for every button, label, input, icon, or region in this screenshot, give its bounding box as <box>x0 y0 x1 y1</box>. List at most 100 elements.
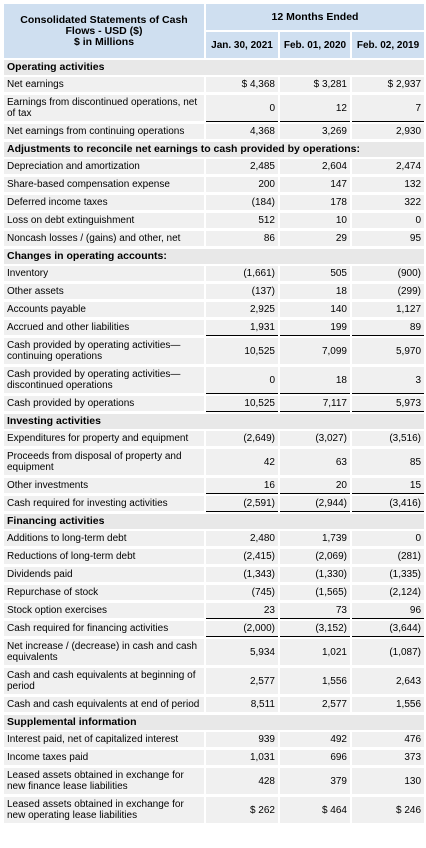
section-header: Financing activities <box>4 514 425 529</box>
cell-value: (900) <box>352 266 425 282</box>
row-label: Inventory <box>4 266 204 282</box>
cell-value: 1,021 <box>280 639 350 666</box>
cell-value: 86 <box>206 231 278 247</box>
table-row: Loss on debt extinguishment 512 10 0 <box>4 213 425 229</box>
cell-value: 140 <box>280 302 350 318</box>
date-header-2021: Jan. 30, 2021 <box>206 32 278 58</box>
table-row: Net earnings from continuing operations 4… <box>4 124 425 140</box>
cash-flow-statement: Consolidated Statements of Cash Flows - … <box>2 2 426 826</box>
cell-value: 2,577 <box>280 697 350 713</box>
cell-value: 8,511 <box>206 697 278 713</box>
row-label: Cash provided by operating activities—di… <box>4 367 204 394</box>
cell-value: (281) <box>352 549 425 565</box>
table-row: Income taxes paid 1,031 696 373 <box>4 750 425 766</box>
cash-flow-table: Consolidated Statements of Cash Flows - … <box>2 2 426 826</box>
row-label: Net increase / (decrease) in cash and ca… <box>4 639 204 666</box>
cell-value: 0 <box>352 531 425 547</box>
cell-value: 7,099 <box>280 338 350 365</box>
cell-value: 1,031 <box>206 750 278 766</box>
section-header: Supplemental information <box>4 715 425 730</box>
cell-value: (1,565) <box>280 585 350 601</box>
cell-value: 0 <box>352 213 425 229</box>
table-row: Cash and cash equivalents at end of peri… <box>4 697 425 713</box>
cell-value: (2,000) <box>206 621 278 637</box>
cell-value: (3,644) <box>352 621 425 637</box>
section-header: Investing activities <box>4 414 425 429</box>
table-row: Net increase / (decrease) in cash and ca… <box>4 639 425 666</box>
cell-value: 2,485 <box>206 159 278 175</box>
table-row: Repurchase of stock (745) (1,565) (2,124) <box>4 585 425 601</box>
cell-value: 512 <box>206 213 278 229</box>
cell-value: 1,931 <box>206 320 278 336</box>
row-label: Share-based compensation expense <box>4 177 204 193</box>
table-row: Cash required for investing activities (2… <box>4 496 425 512</box>
table-row: Leased assets obtained in exchange for n… <box>4 768 425 795</box>
cell-value: 322 <box>352 195 425 211</box>
table-row: Other assets (137) 18 (299) <box>4 284 425 300</box>
section-header-row: Supplemental information <box>4 715 425 730</box>
cell-value: 2,930 <box>352 124 425 140</box>
cell-value: 2,604 <box>280 159 350 175</box>
row-label: Deferred income taxes <box>4 195 204 211</box>
table-row: Cash and cash equivalents at beginning o… <box>4 668 425 695</box>
cell-value: (137) <box>206 284 278 300</box>
section-header-row: Changes in operating accounts: <box>4 249 425 264</box>
cell-value: (1,343) <box>206 567 278 583</box>
cell-value: 476 <box>352 732 425 748</box>
cell-value: 2,577 <box>206 668 278 695</box>
table-row: Leased assets obtained in exchange for n… <box>4 797 425 824</box>
table-row: Share-based compensation expense 200 147 13… <box>4 177 425 193</box>
table-row: Accounts payable 2,925 140 1,127 <box>4 302 425 318</box>
table-row: Reductions of long-term debt (2,415) (2,06… <box>4 549 425 565</box>
row-label: Proceeds from disposal of property and e… <box>4 449 204 476</box>
table-row: Earnings from discontinued operations, n… <box>4 95 425 122</box>
cell-value: 18 <box>280 367 350 394</box>
header-row-2: Jan. 30, 2021 Feb. 01, 2020 Feb. 02, 201… <box>4 32 425 58</box>
cell-value: 95 <box>352 231 425 247</box>
cell-value: 5,973 <box>352 396 425 412</box>
cell-value: $ 4,368 <box>206 77 278 93</box>
header-row-1: Consolidated Statements of Cash Flows - … <box>4 4 425 58</box>
cell-value: 23 <box>206 603 278 619</box>
row-label: Cash and cash equivalents at end of peri… <box>4 697 204 713</box>
table-row: Noncash losses / (gains) and other, net 8… <box>4 231 425 247</box>
table-row: Cash provided by operating activities—co… <box>4 338 425 365</box>
row-label: Leased assets obtained in exchange for n… <box>4 797 204 824</box>
cell-value: 7 <box>352 95 425 122</box>
table-row: Dividends paid (1,343) (1,330) (1,335) <box>4 567 425 583</box>
cell-value: $ 262 <box>206 797 278 824</box>
table-title: Consolidated Statements of Cash Flows - … <box>4 4 204 58</box>
cell-value: 20 <box>280 478 350 494</box>
cell-value: (3,152) <box>280 621 350 637</box>
cell-value: 7,117 <box>280 396 350 412</box>
row-label: Reductions of long-term debt <box>4 549 204 565</box>
table-row: Stock option exercises 23 73 96 <box>4 603 425 619</box>
cell-value: 10 <box>280 213 350 229</box>
table-row: Proceeds from disposal of property and e… <box>4 449 425 476</box>
cell-value: 1,556 <box>352 697 425 713</box>
row-label: Cash required for financing activities <box>4 621 204 637</box>
row-label: Repurchase of stock <box>4 585 204 601</box>
row-label: Earnings from discontinued operations, n… <box>4 95 204 122</box>
section-header-row: Adjustments to reconcile net earnings to… <box>4 142 425 157</box>
row-label: Cash required for investing activities <box>4 496 204 512</box>
cell-value: 199 <box>280 320 350 336</box>
cell-value: (2,124) <box>352 585 425 601</box>
cell-value: (1,330) <box>280 567 350 583</box>
cell-value: $ 464 <box>280 797 350 824</box>
cell-value: (2,069) <box>280 549 350 565</box>
cell-value: (299) <box>352 284 425 300</box>
row-label: Dividends paid <box>4 567 204 583</box>
cell-value: (3,416) <box>352 496 425 512</box>
cell-value: (2,415) <box>206 549 278 565</box>
cell-value: 2,643 <box>352 668 425 695</box>
cell-value: 1,556 <box>280 668 350 695</box>
cell-value: 1,127 <box>352 302 425 318</box>
cell-value: $ 2,937 <box>352 77 425 93</box>
cell-value: 2,480 <box>206 531 278 547</box>
section-header-row: Operating activities <box>4 60 425 75</box>
table-body: Operating activities Net earnings $ 4,368 $… <box>4 60 425 824</box>
cell-value: 428 <box>206 768 278 795</box>
table-row: Expenditures for property and equipment(… <box>4 431 425 447</box>
cell-value: 505 <box>280 266 350 282</box>
